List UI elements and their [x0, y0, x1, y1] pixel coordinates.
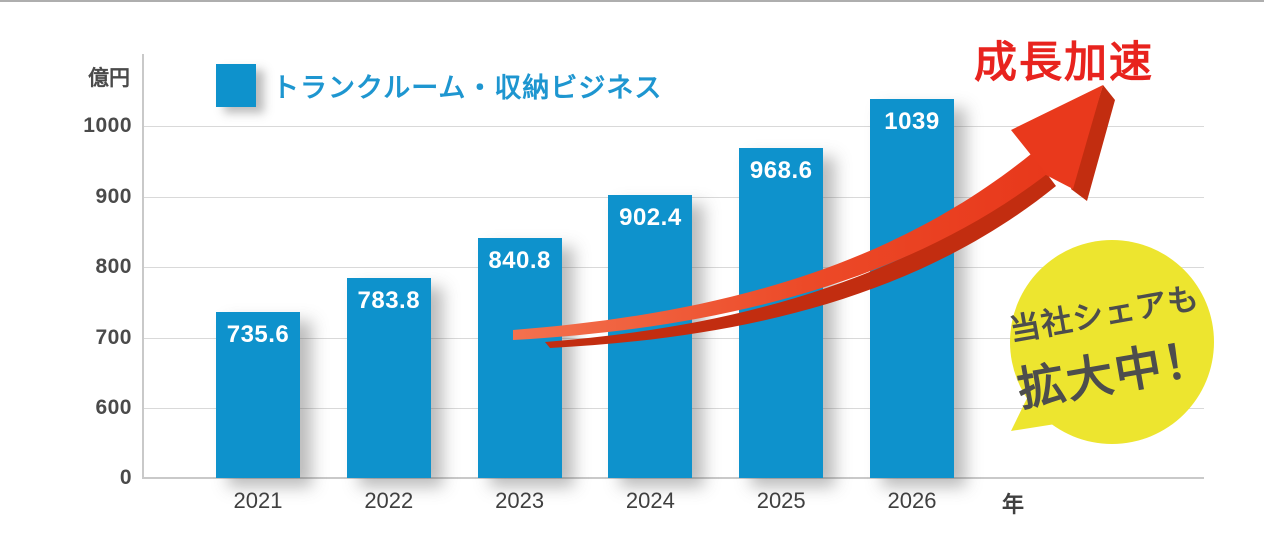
- x-tick-label-2025: 2025: [756, 488, 806, 513]
- x-tick-label-2023: 2023: [495, 488, 545, 513]
- bar-value-2021: 735.6: [226, 321, 290, 349]
- legend-series-label: トランクルーム・収納ビジネス: [272, 73, 663, 103]
- x-tick-label-2022: 2022: [364, 488, 414, 513]
- bar-value-2023: 840.8: [488, 247, 551, 275]
- bubble-shape: [1010, 240, 1214, 444]
- bar-value-2026: 1039: [884, 107, 940, 135]
- share-expanding-bubble: 当社シェアも 拡大中！: [1002, 236, 1222, 452]
- y-tick-label-700: 700: [95, 325, 132, 349]
- bar-2021: [216, 312, 300, 478]
- y-tick-label-600: 600: [95, 396, 132, 419]
- y-axis-unit-label: 億円: [88, 67, 130, 90]
- y-tick-label-800: 800: [95, 255, 132, 278]
- x-axis-unit-label: 年: [1002, 492, 1025, 517]
- bar-2022: [346, 278, 431, 478]
- x-tick-label-2024: 2024: [625, 488, 675, 513]
- growth-acceleration-title: 成長加速: [974, 39, 1154, 87]
- bar-value-2025: 968.6: [749, 157, 813, 185]
- x-axis-line: [142, 477, 1204, 479]
- arrow-head-facet: [1071, 85, 1115, 201]
- x-tick-label-2026: 2026: [887, 488, 937, 513]
- y-tick-label-900: 900: [95, 184, 132, 208]
- x-tick-label-2021: 2021: [233, 488, 283, 513]
- bar-2025: [739, 148, 824, 478]
- gridline-1000: [144, 126, 1204, 127]
- arrow-head: [1011, 85, 1103, 189]
- bar-2026: [870, 98, 954, 478]
- y-tick-label-0: 0: [119, 466, 132, 489]
- legend-color-swatch: [216, 64, 256, 107]
- y-tick-label-1000: 1000: [83, 114, 132, 137]
- bar-value-2024: 902.4: [619, 203, 682, 231]
- y-axis-line: [142, 54, 144, 478]
- bar-value-2022: 783.8: [357, 287, 421, 315]
- legend: トランクルーム・収納ビジネス: [216, 64, 662, 107]
- bar-2024: [608, 194, 693, 478]
